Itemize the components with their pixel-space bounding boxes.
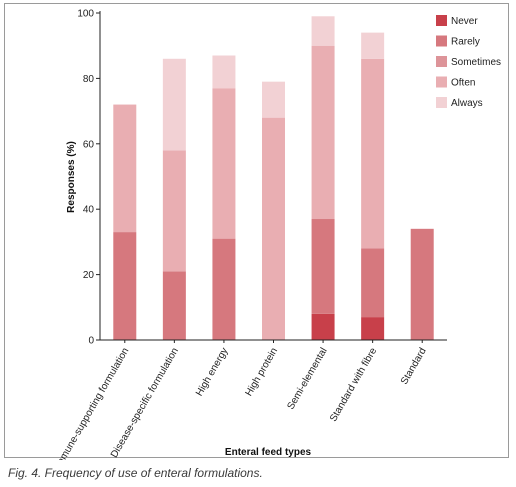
x-tick-label: Semi-elemental [285, 346, 329, 412]
bars-group [113, 16, 434, 340]
legend-swatch-often [436, 76, 447, 88]
y-tick-label: 40 [83, 205, 95, 216]
bar-segment-rarely-6 [410, 228, 434, 340]
bar-segment-rarely-0 [113, 232, 137, 340]
legend-label-never: Never [451, 16, 478, 27]
legend-label-often: Often [451, 78, 475, 89]
x-tick-label: High protein [244, 346, 280, 398]
x-tick-label: High energy [194, 346, 230, 398]
legend-swatch-sometimes [436, 56, 447, 67]
bar-segment-often-4 [311, 45, 335, 220]
bar-segment-always-5 [361, 32, 385, 59]
legend-swatch-rarely [436, 35, 447, 47]
legend: Never Rarely Sometimes Often Always [436, 15, 501, 109]
bar-segment-always-1 [162, 58, 186, 151]
figure-frame [4, 3, 509, 458]
bar-segment-often-1 [162, 150, 186, 272]
legend-label-always: Always [451, 98, 483, 109]
bar-segment-always-4 [311, 16, 335, 46]
legend-swatch-never [436, 15, 447, 26]
bar-segment-always-2 [212, 55, 236, 89]
bar-segment-rarely-1 [162, 271, 186, 340]
y-tick-label: 100 [77, 9, 94, 20]
bar-segment-rarely-4 [311, 219, 335, 314]
x-axis-title: Enteral feed types [225, 447, 312, 458]
y-tick-label: 60 [83, 139, 95, 150]
bar-segment-often-3 [262, 117, 285, 340]
legend-label-sometimes: Sometimes [451, 57, 501, 68]
bar-segment-often-0 [113, 104, 137, 233]
bar-segment-often-2 [212, 88, 236, 239]
figure-caption: Fig. 4. Frequency of use of enteral form… [8, 466, 263, 480]
stacked-bar-chart: 0 20 40 60 80 100 Immune-supporting formulati… [53, 9, 501, 461]
bar-segment-always-3 [262, 81, 285, 118]
bar-segment-never-5 [361, 317, 385, 340]
legend-swatch-always [436, 97, 447, 108]
x-tick-labels: Immune-supporting formulationDisease-spe… [53, 340, 429, 460]
axes-group: 0 20 40 60 80 100 [77, 9, 447, 347]
x-tick-label: Standard [399, 346, 429, 387]
bar-segment-often-5 [361, 58, 385, 249]
y-tick-label: 0 [88, 336, 94, 347]
x-tick-label: Standard with fibre [328, 346, 379, 424]
bar-segment-rarely-2 [212, 238, 236, 340]
legend-label-rarely: Rarely [451, 37, 480, 48]
y-axis-title: Responses (%) [66, 141, 77, 213]
bar-segment-rarely-5 [361, 248, 385, 318]
y-tick-label: 20 [83, 270, 95, 281]
bar-segment-never-4 [311, 313, 335, 340]
y-tick-label: 80 [83, 74, 95, 85]
